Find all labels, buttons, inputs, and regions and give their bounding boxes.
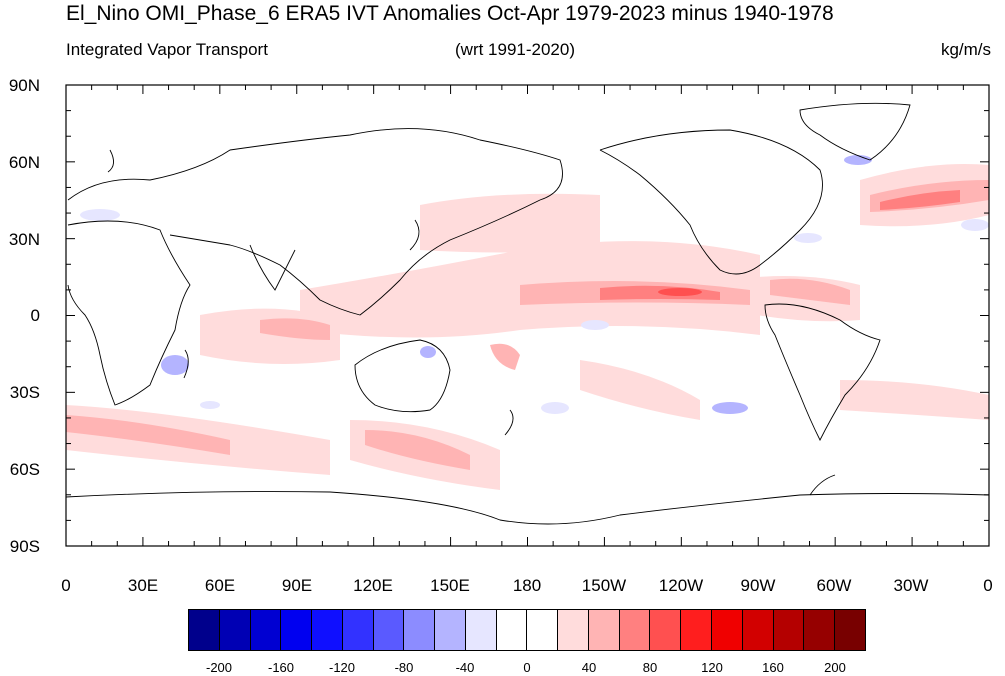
colorbar-label: 200: [824, 660, 846, 675]
colorbar-swatch: [250, 610, 282, 650]
y-tick-label: 0: [30, 306, 40, 325]
x-tick-label: 60W: [816, 576, 852, 595]
axis-ticks: [65, 84, 990, 547]
colorbar-swatch: [527, 610, 559, 650]
y-tick-label: 90S: [9, 537, 40, 556]
colorbar-swatch: [742, 610, 774, 650]
colorbar-label: 0: [523, 660, 531, 675]
colorbar-swatch: [496, 610, 528, 650]
colorbar-swatch: [342, 610, 374, 650]
x-tick-label: 60E: [204, 576, 236, 595]
x-tick-label: 0: [983, 576, 993, 595]
colorbar-label: -160: [267, 660, 295, 675]
colorbar-label: 160: [762, 660, 784, 675]
units-label: kg/m/s: [940, 40, 991, 59]
ivt-anomaly-field: [66, 155, 989, 490]
reference-period-label: (wrt 1991-2020): [455, 40, 576, 59]
y-tick-label: 60N: [8, 153, 40, 172]
y-tick-label: 30N: [8, 230, 40, 249]
colorbar-swatch: [435, 610, 466, 650]
colorbar-swatch: [373, 610, 405, 650]
x-tick-label: 90W: [740, 576, 776, 595]
colorbar-swatch: [650, 610, 682, 650]
x-tick-label: 30E: [127, 576, 159, 595]
colorbar-swatch: [219, 610, 251, 650]
map-title: El_Nino OMI_Phase_6 ERA5 IVT Anomalies O…: [66, 2, 834, 25]
colorbar-swatch: [681, 610, 713, 650]
colorbar-label: -120: [328, 660, 356, 675]
colorbar-swatch: [773, 610, 805, 650]
y-tick-label: 90N: [8, 76, 40, 95]
colorbar-swatch: [404, 610, 436, 650]
colorbar-label: 80: [642, 660, 658, 675]
colorbar-swatch: [312, 610, 343, 650]
colorbar-swatch: [189, 610, 220, 650]
x-tick-label: 120E: [353, 576, 393, 595]
x-tick-label: 90E: [281, 576, 313, 595]
colorbar: [188, 609, 866, 651]
coastlines: [66, 102, 989, 525]
colorbar-swatch: [835, 610, 865, 650]
colorbar-swatch: [588, 610, 620, 650]
colorbar-swatch: [465, 610, 497, 650]
colorbar-label: -200: [205, 660, 233, 675]
x-tick-label: 150W: [581, 576, 627, 595]
y-tick-label: 60S: [9, 460, 40, 479]
colorbar-label: -40: [455, 660, 475, 675]
x-tick-label: 120W: [658, 576, 704, 595]
colorbar-swatch: [558, 610, 589, 650]
x-tick-label: 180: [512, 576, 542, 595]
colorbar-label: 120: [701, 660, 723, 675]
variable-label: Integrated Vapor Transport: [66, 40, 268, 59]
y-tick-label: 30S: [9, 383, 40, 402]
x-tick-label: 30W: [893, 576, 929, 595]
colorbar-label: 40: [581, 660, 597, 675]
colorbar-swatch: [619, 610, 651, 650]
colorbar-label: -80: [394, 660, 414, 675]
colorbar-swatch: [281, 610, 313, 650]
x-tick-label: 0: [61, 576, 71, 595]
colorbar-swatch: [712, 610, 743, 650]
x-tick-label: 150E: [430, 576, 470, 595]
colorbar-swatch: [804, 610, 836, 650]
